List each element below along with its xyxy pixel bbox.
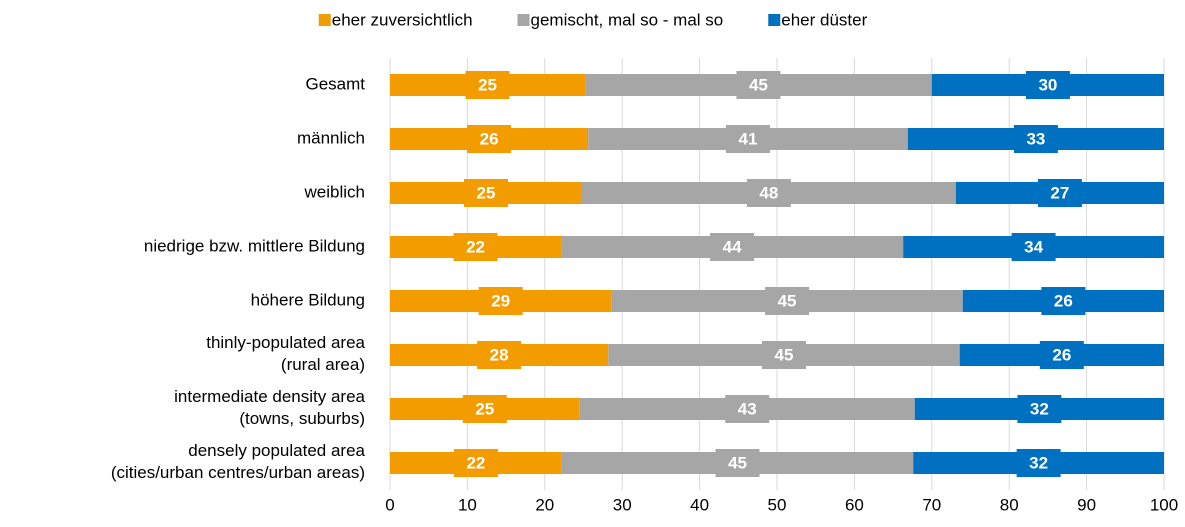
value-label: 45 — [728, 453, 747, 472]
legend-label: eher düster — [781, 10, 867, 29]
value-label-box — [1037, 179, 1082, 207]
value-label-box — [453, 233, 498, 261]
value-label-box — [1011, 233, 1056, 261]
value-label: 34 — [1024, 237, 1043, 256]
value-label: 43 — [738, 399, 757, 418]
value-label: 41 — [739, 129, 758, 148]
value-label: 26 — [1054, 291, 1073, 310]
y-tick-label: densely populated area (cities/urban cent… — [111, 441, 366, 482]
value-label-box — [715, 449, 760, 477]
legend: eher zuversichtlich gemischt, mal so - ma… — [318, 10, 868, 29]
value-label-box — [725, 125, 770, 153]
value-label-box — [736, 71, 781, 99]
value-label-box — [1017, 395, 1062, 423]
value-label: 28 — [490, 345, 509, 364]
value-label-box — [1013, 125, 1058, 153]
legend-swatch — [318, 14, 331, 26]
x-tick-label: 0 — [385, 495, 394, 514]
value-label-box — [1025, 71, 1070, 99]
value-label: 48 — [759, 183, 778, 202]
x-tick-label: 10 — [458, 495, 477, 514]
legend-swatch — [768, 14, 781, 26]
value-label: 33 — [1026, 129, 1045, 148]
value-label-box — [465, 71, 510, 99]
value-label-box — [1039, 341, 1084, 369]
value-label: 25 — [478, 75, 497, 94]
value-label-box — [453, 449, 498, 477]
value-label-box — [761, 341, 806, 369]
value-label: 45 — [749, 75, 768, 94]
value-label: 44 — [723, 237, 742, 256]
y-tick-label: männlich — [297, 128, 365, 147]
value-label: 30 — [1038, 75, 1057, 94]
value-label-box — [477, 341, 522, 369]
value-label-box — [463, 179, 508, 207]
y-tick-label: intermediate density area (towns, suburbs… — [174, 387, 365, 428]
value-label: 27 — [1050, 183, 1069, 202]
x-tick-label: 40 — [690, 495, 709, 514]
value-label: 22 — [466, 453, 485, 472]
legend-label: gemischt, mal so - mal so — [531, 10, 724, 29]
value-label-box — [1041, 287, 1086, 315]
x-tick-label: 80 — [1000, 495, 1019, 514]
x-tick-label: 90 — [1077, 495, 1096, 514]
legend-label: eher zuversichtlich — [332, 10, 473, 29]
value-label-box — [467, 125, 512, 153]
value-label-box — [1016, 449, 1061, 477]
value-label: 45 — [778, 291, 797, 310]
x-tick-label: 20 — [535, 495, 554, 514]
value-label: 26 — [480, 129, 499, 148]
value-label: 32 — [1029, 453, 1048, 472]
x-tick-label: 100 — [1150, 495, 1178, 514]
value-label: 45 — [775, 345, 794, 364]
value-label-box — [710, 233, 755, 261]
x-tick-label: 60 — [845, 495, 864, 514]
y-tick-label: niedrige bzw. mittlere Bildung — [144, 236, 365, 255]
value-label: 25 — [477, 183, 496, 202]
value-label: 25 — [475, 399, 494, 418]
value-label-box — [478, 287, 523, 315]
value-label: 32 — [1030, 399, 1049, 418]
legend-swatch — [517, 14, 530, 26]
y-tick-label: Gesamt — [305, 74, 365, 93]
x-tick-label: 30 — [613, 495, 632, 514]
value-label-box — [765, 287, 810, 315]
value-label-box — [725, 395, 770, 423]
x-tick-label: 70 — [922, 495, 941, 514]
x-tick-label: 50 — [768, 495, 787, 514]
value-label: 22 — [466, 237, 485, 256]
y-tick-label: höhere Bildung — [251, 290, 365, 309]
y-tick-label: thinly-populated area (rural area) — [206, 333, 365, 374]
value-label-box — [462, 395, 507, 423]
y-tick-label: weiblich — [304, 182, 365, 201]
value-label: 29 — [491, 291, 510, 310]
value-label: 26 — [1052, 345, 1071, 364]
value-label-box — [746, 179, 791, 207]
